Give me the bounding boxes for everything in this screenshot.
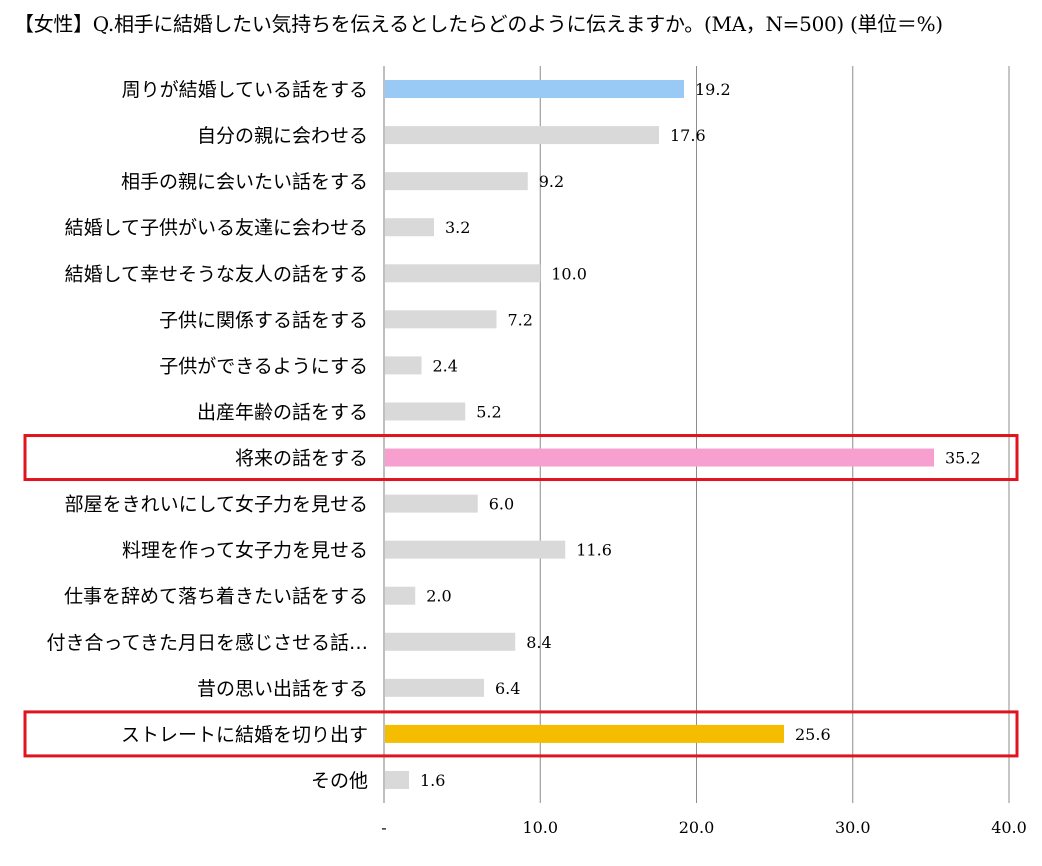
bar: [385, 310, 497, 329]
value-label: 10.0: [551, 264, 587, 283]
bar: [385, 494, 478, 513]
bar: [385, 356, 422, 375]
category-label: 仕事を辞めて落ち着きたい話をする: [64, 586, 368, 608]
bar: [385, 448, 934, 467]
chart-title: 【女性】Q.相手に結婚したい気持ちを伝えるとしたらどのように伝えますか。(MA，…: [14, 12, 943, 36]
labels: - 10.0 20.0 30.0 40.0 周りが結婚している話をする 19.2 自分の親に会…: [47, 79, 1027, 837]
value-label: 5.2: [476, 402, 501, 421]
value-label: 35.2: [945, 449, 981, 468]
bar: [385, 80, 684, 99]
bar: [385, 264, 541, 283]
x-tick-label: 10.0: [522, 818, 558, 837]
highlight-box: [23, 710, 1019, 758]
bar: [385, 770, 409, 789]
category-label: 子供ができるようにする: [159, 355, 368, 377]
value-label: 17.6: [670, 126, 706, 145]
value-label: 7.2: [508, 310, 533, 329]
value-label: 25.6: [795, 725, 831, 744]
category-label: ストレートに結婚を切り出す: [121, 724, 368, 746]
category-label: 結婚して子供がいる友達に会わせる: [65, 217, 368, 239]
x-tick-label: 30.0: [835, 818, 871, 837]
category-label: 料理を作って女子力を見せる: [122, 540, 368, 562]
value-label: 8.4: [526, 633, 551, 652]
category-label: 出産年齢の話をする: [197, 401, 368, 423]
bar: [385, 540, 566, 559]
category-label: 相手の親に会いたい話をする: [121, 171, 368, 193]
category-label: 付き合ってきた月日を感じさせる話…: [47, 632, 368, 654]
highlight-boxes: [23, 434, 1019, 758]
value-label: 6.0: [489, 495, 514, 514]
bar: [385, 172, 528, 191]
highlight-box: [23, 434, 1019, 482]
bar: [385, 402, 466, 421]
category-label: 結婚して幸せそうな友人の話をする: [65, 263, 368, 285]
value-label: 2.0: [426, 587, 451, 606]
bar: [385, 724, 784, 743]
bar: [385, 632, 516, 651]
value-label: 3.2: [445, 218, 470, 237]
category-label: 子供に関係する話をする: [159, 309, 368, 331]
value-label: 9.2: [539, 172, 564, 191]
bar: [385, 678, 484, 697]
category-label: 周りが結婚している話をする: [122, 79, 368, 101]
category-label: 将来の話をする: [235, 448, 368, 470]
category-label: 部屋をきれいにして女子力を見せる: [65, 494, 368, 516]
category-label: その他: [311, 770, 368, 792]
value-label: 1.6: [420, 771, 445, 790]
category-label: 自分の親に会わせる: [197, 125, 368, 147]
value-label: 2.4: [433, 356, 458, 375]
value-label: 6.4: [495, 679, 520, 698]
bars: [385, 80, 934, 789]
bar: [385, 218, 434, 237]
x-tick-label: 20.0: [679, 818, 715, 837]
bar: [385, 126, 659, 145]
value-label: 11.6: [576, 541, 612, 560]
x-tick-label: -: [381, 818, 386, 837]
x-tick-label: 40.0: [991, 818, 1027, 837]
value-label: 19.2: [695, 80, 731, 99]
bar: [385, 586, 416, 605]
category-label: 昔の思い出話をする: [197, 678, 368, 700]
